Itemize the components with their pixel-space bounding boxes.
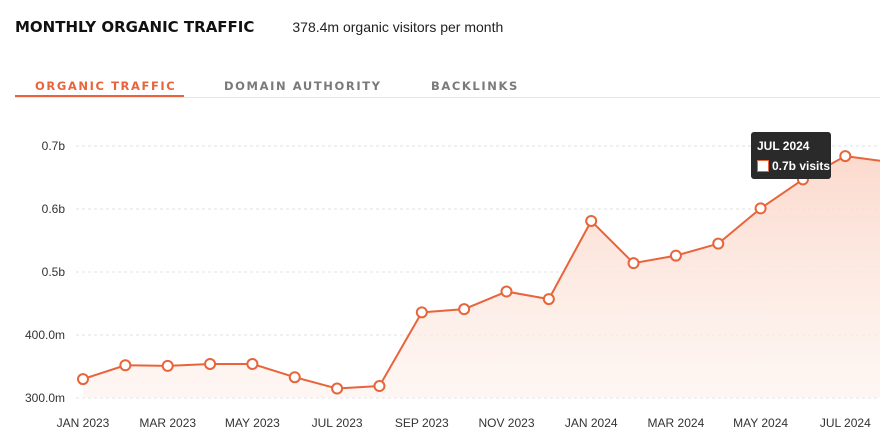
data-point [288, 371, 301, 384]
series-line [82, 155, 880, 390]
data-point [161, 359, 174, 372]
page-title: MONTHLY ORGANIC TRAFFIC [15, 18, 255, 36]
chart-tooltip: JUL 2024 0.7b visits [751, 132, 831, 179]
y-tick-label: 0.5b [42, 265, 66, 279]
x-tick-label: JUL 2023 [312, 416, 363, 430]
chart-header: MONTHLY ORGANIC TRAFFIC 378.4m organic v… [15, 18, 503, 36]
data-point [415, 306, 428, 319]
x-tick-label: JAN 2023 [57, 416, 110, 430]
tab-organic-traffic[interactable]: ORGANIC TRAFFIC [35, 79, 177, 93]
area-fill-path [83, 156, 880, 398]
x-tick-label: JUL 2024 [820, 416, 871, 430]
x-axis-ticks: JAN 2023 MAR 2023 MAY 2023 JUL 2023 SEP 2023… [57, 416, 871, 430]
data-point [246, 357, 259, 370]
data-points [77, 150, 852, 395]
y-tick-label: 0.6b [42, 202, 66, 216]
x-tick-label: SEP 2023 [395, 416, 449, 430]
data-point [331, 382, 344, 395]
active-tab-indicator [15, 95, 184, 97]
data-point [542, 293, 555, 306]
tab-backlinks[interactable]: BACKLINKS [431, 79, 519, 93]
y-tick-label: 300.0m [25, 391, 65, 405]
x-tick-label: NOV 2023 [478, 416, 534, 430]
data-point [373, 380, 386, 393]
area-fill [83, 156, 880, 398]
data-point [839, 150, 852, 163]
x-tick-label: MAY 2024 [733, 416, 788, 430]
x-tick-label: MAY 2023 [225, 416, 280, 430]
x-tick-label: JAN 2024 [565, 416, 618, 430]
y-tick-label: 400.0m [25, 328, 65, 342]
tab-bar: ORGANIC TRAFFIC DOMAIN AUTHORITY BACKLIN… [15, 76, 880, 98]
data-point [204, 357, 217, 370]
tooltip-title: JUL 2024 [757, 139, 810, 153]
data-point [627, 257, 640, 270]
data-point [500, 285, 513, 298]
x-tick-label: MAR 2024 [648, 416, 705, 430]
tab-domain-authority[interactable]: DOMAIN AUTHORITY [224, 79, 382, 93]
page-subtitle: 378.4m organic visitors per month [292, 19, 504, 35]
data-point [712, 237, 725, 250]
series-line-path [82, 155, 880, 390]
data-point [77, 373, 89, 386]
tooltip-row: 0.7b visits [757, 159, 830, 173]
data-point [754, 202, 767, 215]
data-point [669, 249, 682, 262]
data-point [585, 214, 598, 227]
y-tick-label: 0.7b [42, 139, 66, 153]
x-tick-label: MAR 2023 [139, 416, 196, 430]
tooltip-value: 0.7b visits [772, 159, 831, 173]
y-axis-ticks: 300.0m 400.0m 0.5b 0.6b 0.7b [25, 139, 65, 405]
data-point [119, 359, 132, 372]
data-point [458, 303, 471, 316]
tooltip-swatch-icon [757, 160, 769, 172]
